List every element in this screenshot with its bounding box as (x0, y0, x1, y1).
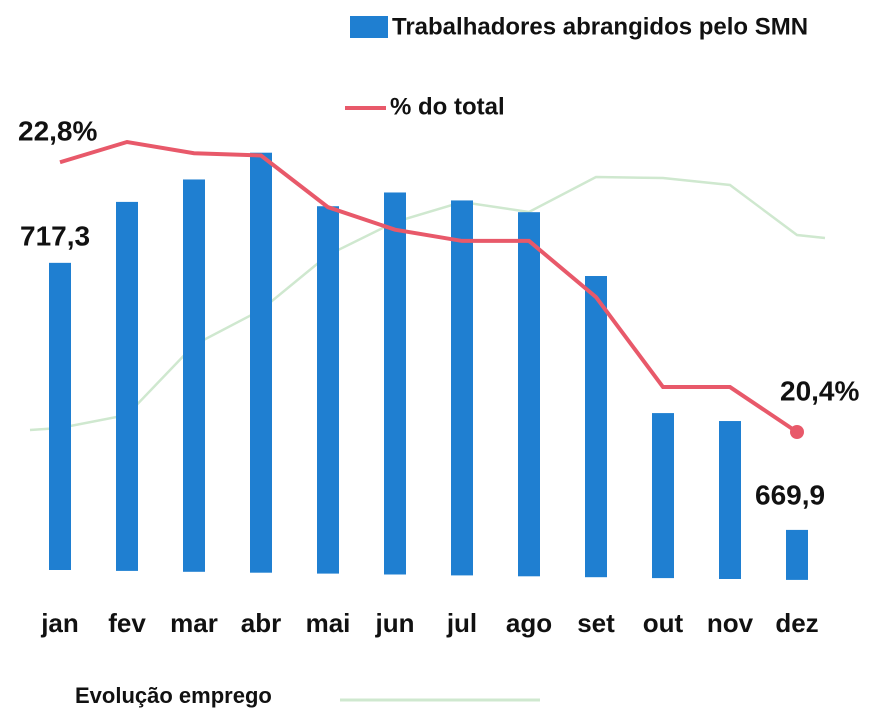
bar (250, 152, 272, 573)
x-tick-label: abr (241, 608, 281, 638)
x-tick-label: ago (506, 608, 552, 638)
legend-swatch (350, 16, 388, 38)
bar (585, 276, 607, 578)
x-tick-label: out (643, 608, 684, 638)
line (59, 139, 799, 434)
legend-label: Evolução emprego (75, 683, 272, 708)
data-label: 22,8% (18, 115, 97, 146)
x-tick-label: jul (446, 608, 477, 638)
data-label: 669,9 (755, 479, 825, 510)
x-tick-label: jan (40, 608, 79, 638)
bar (116, 201, 138, 571)
bar (384, 192, 406, 575)
x-tick-label: mai (306, 608, 351, 638)
x-tick-label: fev (108, 608, 146, 638)
bar (317, 206, 339, 574)
legend-label: Trabalhadores abrangidos pelo SMN (392, 13, 808, 40)
legend-label: % do total (390, 93, 505, 120)
bar (49, 262, 71, 570)
bar (451, 200, 473, 576)
bar (183, 179, 205, 572)
bar (518, 212, 540, 577)
bar (786, 529, 808, 580)
marker (790, 425, 804, 439)
data-label: 20,4% (780, 375, 859, 406)
x-tick-label: nov (707, 608, 754, 638)
bar (652, 413, 674, 579)
x-tick-label: set (577, 608, 615, 638)
data-label: 717,3 (20, 220, 90, 251)
x-tick-label: mar (170, 608, 218, 638)
bar (719, 421, 741, 579)
line (29, 175, 826, 432)
x-tick-label: jun (375, 608, 415, 638)
x-tick-label: dez (775, 608, 818, 638)
